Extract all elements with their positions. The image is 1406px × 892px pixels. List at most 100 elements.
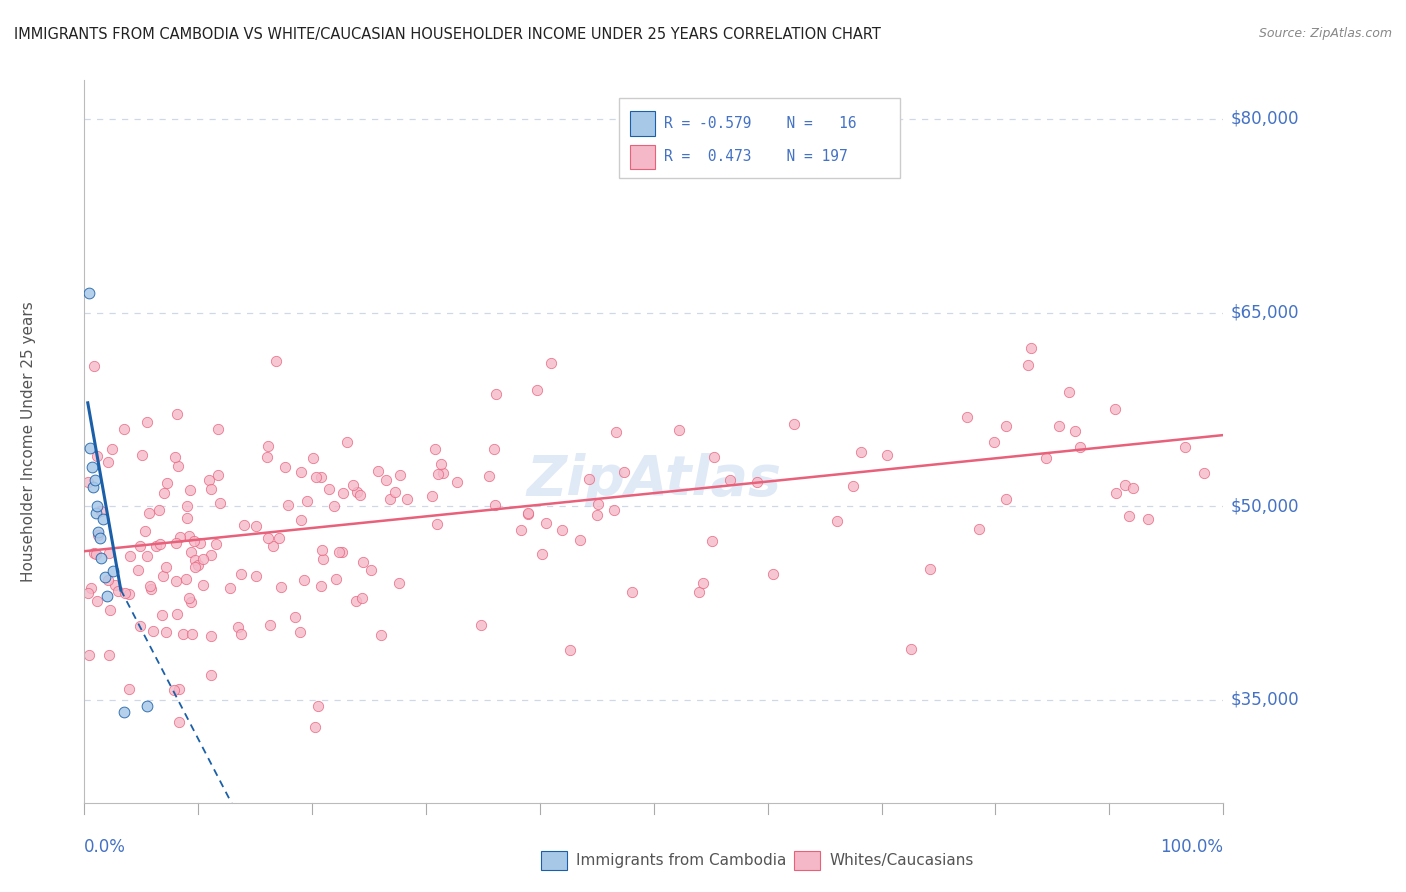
Point [446,475,468,490]
Text: IMMIGRANTS FROM CAMBODIA VS WHITE/CAUCASIAN HOUSEHOLDER INCOME UNDER 25 YEARS CO: IMMIGRANTS FROM CAMBODIA VS WHITE/CAUCAS… [14,27,882,42]
Point [176,500,198,514]
Point [207,422,229,436]
Point [1035,450,1057,465]
Point [257,439,280,453]
Point [83,359,105,373]
Point [97,573,120,587]
Point [207,467,229,482]
Point [107,583,129,598]
Point [1114,477,1136,491]
Point [166,407,188,421]
Point [86,499,108,513]
Point [86,593,108,607]
Point [307,698,329,713]
Point [90,503,112,517]
Point [995,491,1018,506]
Point [692,575,714,590]
Point [827,514,849,528]
Point [156,476,179,491]
Point [588,497,610,511]
Point [311,542,333,557]
Point [1047,418,1070,433]
Point [112,422,135,436]
Point [167,459,190,474]
Text: ZipAtlas: ZipAtlas [526,453,782,508]
Point [131,449,153,463]
Point [82,460,104,475]
Point [388,575,411,590]
Point [432,467,454,481]
Point [762,566,785,581]
Point [318,482,340,496]
Point [245,519,267,533]
Point [267,532,290,546]
Text: 100.0%: 100.0% [1160,838,1223,856]
Point [484,498,506,512]
Point [233,517,256,532]
Point [150,608,173,623]
Point [426,516,449,531]
Point [336,434,359,449]
Point [127,563,149,577]
Point [783,417,806,431]
Point [188,536,211,550]
Text: Immigrants from Cambodia: Immigrants from Cambodia [576,853,787,868]
Point [229,567,252,582]
Point [613,465,636,479]
Point [290,465,312,479]
Point [138,506,160,520]
Point [181,627,204,641]
Point [311,470,333,484]
Point [395,492,418,507]
Point [169,682,191,697]
Point [84,547,107,561]
Point [509,524,531,538]
Point [142,624,165,638]
Point [139,579,162,593]
Point [295,493,318,508]
Point [688,584,710,599]
Point [245,569,267,583]
Point [585,508,607,522]
Point [83,473,105,487]
Point [842,479,865,493]
Point [517,507,540,521]
Point [97,546,120,560]
Point [79,441,101,455]
Point [149,537,172,551]
Text: R =  0.473    N = 197: R = 0.473 N = 197 [664,150,848,164]
Point [274,459,297,474]
Point [305,470,328,484]
Point [180,544,202,558]
Point [128,619,150,633]
Point [983,434,1005,449]
Point [172,627,194,641]
Point [89,531,111,545]
Point [330,545,353,559]
Point [166,607,188,622]
Point [328,545,350,559]
Point [77,286,100,301]
Point [301,451,323,466]
Point [332,485,354,500]
Point [323,499,346,513]
Point [198,473,221,487]
Point [163,683,186,698]
Point [165,536,187,550]
Point [155,560,177,574]
Point [218,582,240,596]
Point [427,467,450,481]
Point [209,495,232,509]
Point [155,625,177,640]
Point [1064,424,1087,438]
Text: $65,000: $65,000 [1230,303,1299,321]
Point [745,475,768,489]
Point [388,468,411,483]
Point [380,491,402,506]
Point [423,442,446,457]
Point [851,444,873,458]
Point [94,570,117,584]
Point [141,582,163,596]
Point [76,586,98,600]
Point [284,609,307,624]
